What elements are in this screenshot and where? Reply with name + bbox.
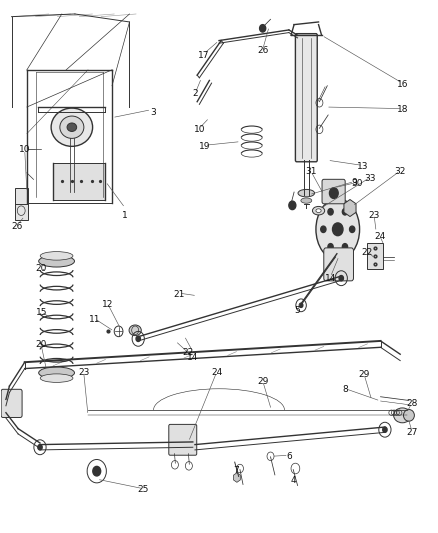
Circle shape [321,226,326,232]
Text: 32: 32 [395,167,406,176]
Text: 14: 14 [187,353,198,362]
FancyBboxPatch shape [53,163,106,200]
FancyBboxPatch shape [295,34,317,162]
Text: 12: 12 [102,300,113,309]
Ellipse shape [298,189,314,197]
Text: 33: 33 [365,174,376,183]
Ellipse shape [67,123,77,132]
FancyBboxPatch shape [1,389,22,417]
Text: 20: 20 [35,340,46,349]
Ellipse shape [60,116,84,139]
Text: 22: 22 [362,248,373,257]
FancyBboxPatch shape [367,243,383,269]
Text: 26: 26 [11,222,23,231]
Text: 16: 16 [397,79,408,88]
Text: 31: 31 [305,167,316,176]
FancyBboxPatch shape [169,424,197,455]
Text: 14: 14 [325,273,336,282]
Text: 6: 6 [286,452,292,461]
Text: 27: 27 [406,428,418,437]
FancyBboxPatch shape [322,179,345,204]
Text: 23: 23 [368,211,380,220]
Text: 2: 2 [192,89,198,98]
Text: 4: 4 [290,476,296,484]
Text: 9: 9 [351,178,357,187]
Text: 21: 21 [173,289,184,298]
Ellipse shape [316,199,360,260]
Circle shape [93,466,101,476]
Text: 26: 26 [257,46,268,55]
FancyBboxPatch shape [324,248,353,281]
Text: 18: 18 [397,105,408,114]
Ellipse shape [129,325,141,336]
Text: 29: 29 [358,370,370,379]
Text: 23: 23 [78,368,89,377]
Ellipse shape [394,408,411,423]
Text: 3: 3 [151,108,156,117]
Text: 19: 19 [199,142,210,151]
Text: 17: 17 [198,52,209,60]
Ellipse shape [51,108,92,147]
Circle shape [383,427,387,432]
Ellipse shape [301,198,312,203]
Text: 7: 7 [233,466,239,475]
Circle shape [38,445,42,450]
Text: 29: 29 [257,377,268,386]
Text: 24: 24 [374,232,385,241]
Text: 25: 25 [138,485,149,494]
Ellipse shape [403,409,414,421]
Circle shape [329,188,338,198]
Ellipse shape [316,209,321,213]
Text: 22: 22 [183,348,194,357]
FancyBboxPatch shape [14,188,28,220]
Circle shape [289,201,296,209]
Text: 24: 24 [211,368,223,377]
Text: 10: 10 [19,145,31,154]
Text: 13: 13 [357,162,369,171]
Ellipse shape [40,374,73,382]
Circle shape [299,303,303,308]
Text: 30: 30 [351,179,362,188]
Circle shape [136,336,141,342]
Text: 28: 28 [406,399,418,408]
Text: 20: 20 [35,264,46,273]
Ellipse shape [312,206,325,215]
Text: 11: 11 [89,315,100,324]
Circle shape [332,223,343,236]
Text: 15: 15 [35,308,47,317]
Text: 10: 10 [194,125,205,134]
Circle shape [350,226,355,232]
Text: 5: 5 [295,305,300,314]
Circle shape [260,25,266,32]
Text: 8: 8 [343,385,349,394]
Ellipse shape [40,252,73,260]
Text: 1: 1 [122,212,128,221]
Circle shape [339,276,343,281]
Circle shape [343,244,348,250]
Circle shape [328,244,333,250]
Ellipse shape [39,255,74,267]
Circle shape [343,208,348,215]
Circle shape [328,208,333,215]
Ellipse shape [39,367,74,378]
